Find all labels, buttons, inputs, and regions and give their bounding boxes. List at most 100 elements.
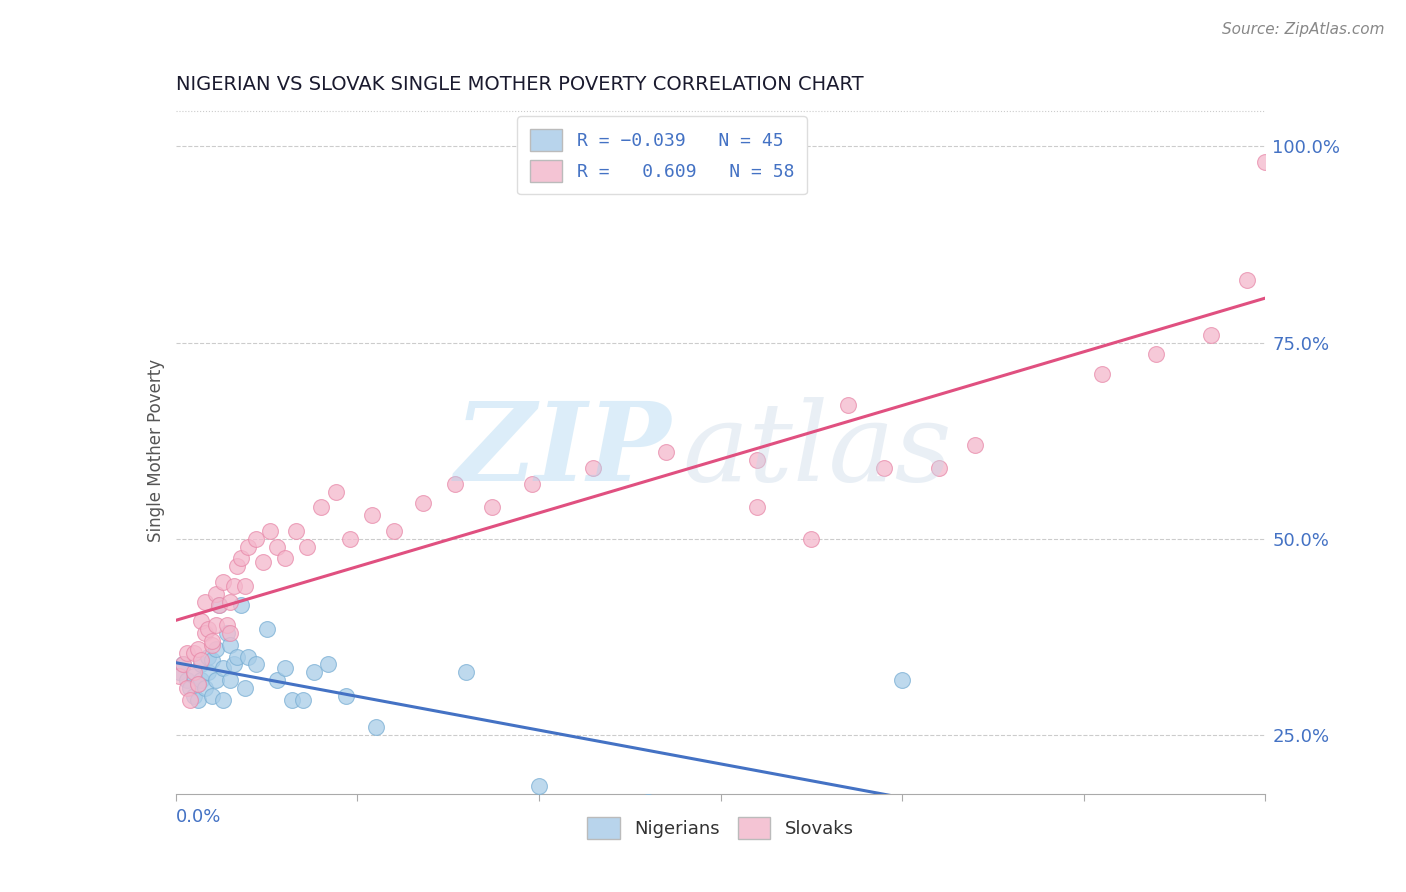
Point (231, 551, 253, 566)
Point (222, 657, 245, 672)
Point (208, 599, 231, 613)
Point (179, 681, 201, 695)
Point (204, 673, 226, 687)
Point (325, 484, 347, 499)
Point (186, 677, 209, 691)
Point (891, 673, 914, 687)
Point (360, 508, 382, 523)
Point (266, 673, 288, 687)
Point (233, 681, 256, 695)
Point (481, 500, 503, 515)
Point (208, 599, 231, 613)
Point (186, 641, 209, 656)
Point (745, 500, 768, 515)
Point (274, 661, 297, 675)
Point (1199, 327, 1222, 342)
Y-axis label: Single Mother Poverty: Single Mother Poverty (146, 359, 165, 542)
Point (190, 653, 212, 667)
Point (176, 646, 198, 660)
Point (256, 622, 278, 636)
Point (204, 641, 226, 656)
Point (637, 795, 659, 809)
Point (190, 657, 212, 672)
Point (444, 476, 467, 491)
Point (1236, 273, 1258, 287)
Point (201, 689, 224, 703)
Point (176, 681, 198, 695)
Point (201, 653, 224, 667)
Text: Source: ZipAtlas.com: Source: ZipAtlas.com (1222, 22, 1385, 37)
Point (215, 626, 238, 640)
Point (281, 692, 304, 706)
Point (339, 532, 361, 546)
Point (183, 689, 205, 703)
Point (456, 665, 478, 680)
Point (245, 532, 267, 546)
Point (928, 461, 950, 475)
Point (963, 437, 986, 451)
Point (172, 657, 194, 672)
Point (284, 524, 307, 538)
Point (655, 445, 678, 459)
Point (745, 453, 768, 467)
Point (226, 559, 249, 574)
Point (382, 524, 405, 538)
Point (335, 689, 357, 703)
Point (219, 594, 242, 608)
Point (1091, 367, 1114, 381)
Point (212, 692, 235, 706)
Point (226, 649, 249, 664)
Point (520, 476, 543, 491)
Point (190, 673, 212, 687)
Point (582, 461, 605, 475)
Point (183, 669, 205, 683)
Point (873, 461, 896, 475)
Point (238, 540, 260, 554)
Point (204, 587, 226, 601)
Point (201, 633, 224, 648)
Point (172, 657, 194, 672)
Point (800, 532, 823, 546)
Point (194, 626, 217, 640)
Point (204, 618, 226, 632)
Point (238, 649, 260, 664)
Point (183, 646, 205, 660)
Point (169, 669, 191, 683)
Point (179, 692, 201, 706)
Point (295, 540, 318, 554)
Point (183, 665, 205, 680)
Point (212, 661, 235, 675)
Point (259, 524, 281, 538)
Point (401, 798, 423, 813)
Point (309, 500, 332, 515)
Point (197, 649, 219, 664)
Point (194, 594, 217, 608)
Point (274, 551, 297, 566)
Point (291, 692, 314, 706)
Point (186, 692, 209, 706)
Point (190, 614, 212, 628)
Point (219, 626, 242, 640)
Point (219, 673, 242, 687)
Point (1254, 155, 1277, 169)
Point (245, 657, 267, 672)
Point (176, 673, 198, 687)
Point (837, 398, 859, 412)
Point (1073, 849, 1095, 863)
Point (1146, 347, 1168, 361)
Point (302, 665, 325, 680)
Point (194, 681, 217, 695)
Point (186, 677, 209, 691)
Point (252, 555, 274, 569)
Point (231, 599, 253, 613)
Point (233, 579, 256, 593)
Point (222, 579, 245, 593)
Text: NIGERIAN VS SLOVAK SINGLE MOTHER POVERTY CORRELATION CHART: NIGERIAN VS SLOVAK SINGLE MOTHER POVERTY… (176, 75, 863, 95)
Point (412, 496, 434, 510)
Text: ZIP: ZIP (456, 397, 672, 504)
Point (745, 798, 768, 813)
Point (318, 657, 340, 672)
Point (201, 638, 224, 652)
Point (169, 665, 191, 680)
Text: 0.0%: 0.0% (176, 807, 221, 826)
